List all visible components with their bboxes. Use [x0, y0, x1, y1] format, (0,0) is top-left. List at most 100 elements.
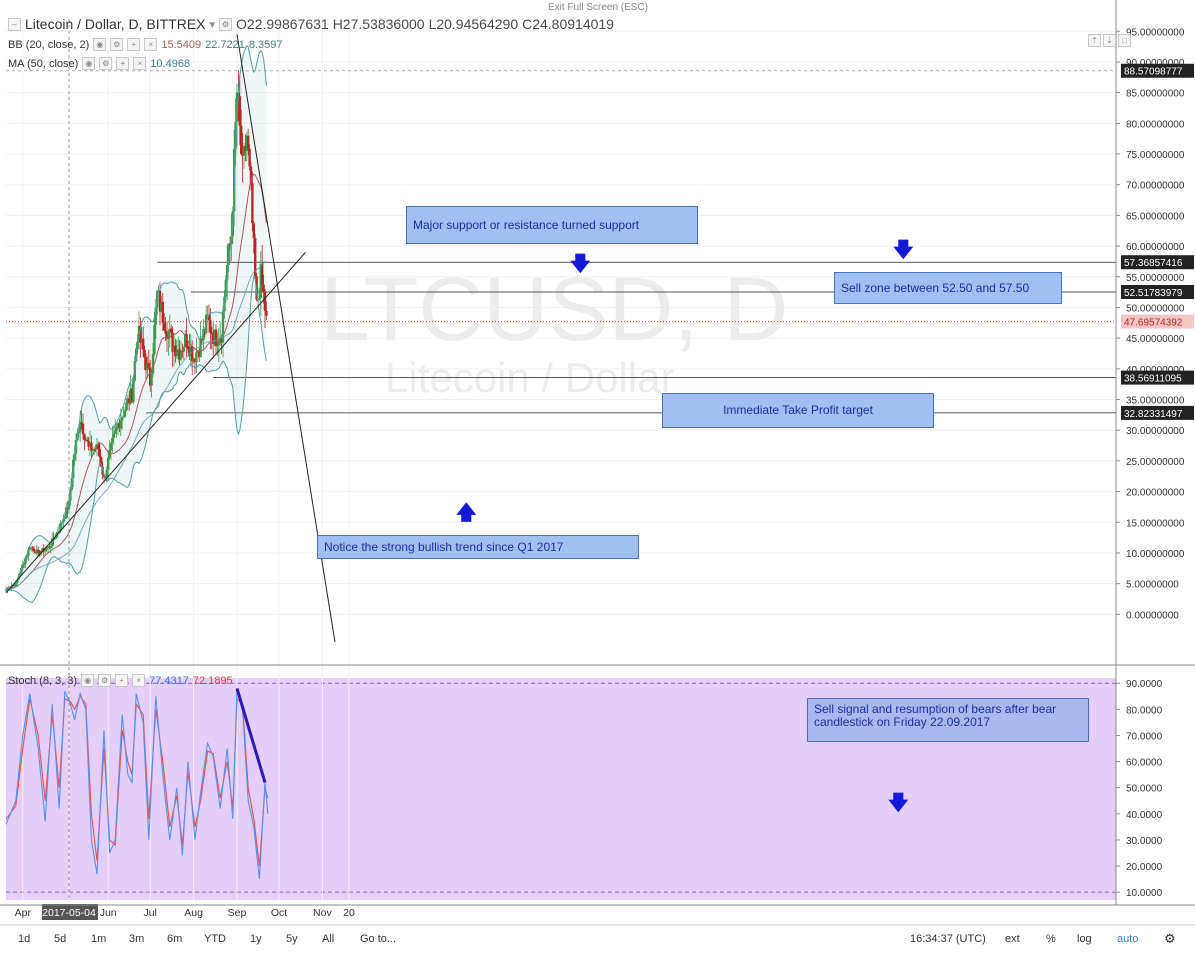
arrow-down-icon[interactable]: 🡇 [888, 792, 909, 814]
price-level-label: 52.51783979 [1124, 288, 1183, 299]
note-trend[interactable]: Notice the strong bullish trend since Q1… [317, 535, 639, 559]
range-5y[interactable]: 5y [286, 933, 298, 945]
grid [6, 19, 1116, 900]
note-take-profit[interactable]: Immediate Take Profit target [662, 393, 934, 428]
eye-icon[interactable]: ◉ [81, 674, 95, 687]
candle-body [240, 125, 243, 155]
range-ytd[interactable]: YTD [204, 933, 226, 945]
candle-body [14, 582, 17, 586]
caret-down-icon[interactable]: ▾ [209, 18, 216, 31]
arrow-down-icon[interactable]: 🡇 [570, 253, 591, 275]
candle-body [142, 338, 145, 350]
range-1m[interactable]: 1m [91, 933, 107, 945]
price-tick-label: 15.00000000 [1126, 518, 1185, 529]
time-tick-label: 20 [343, 907, 355, 919]
header-row-ma: MA (50, close) ◉ ⚙ + × 10.4968 [8, 57, 190, 70]
eye-icon[interactable]: ◉ [82, 57, 96, 70]
candle-body [235, 92, 239, 122]
price-level-label: 47.69574392 [1124, 318, 1183, 329]
moving-average-line [5, 260, 267, 591]
candle-body [198, 350, 201, 358]
candle-body [160, 301, 163, 312]
note-sell-zone[interactable]: Sell zone between 52.50 and 57.50 [834, 272, 1062, 304]
range-all[interactable]: All [322, 933, 335, 945]
candle-body [97, 444, 100, 450]
plus-icon[interactable]: + [116, 57, 130, 70]
candle-body [25, 555, 29, 558]
candle-body [73, 453, 76, 460]
range-1d[interactable]: 1d [18, 933, 31, 945]
note-sell-signal[interactable]: Sell signal and resumption of bears afte… [807, 698, 1089, 742]
candle-body [13, 585, 16, 587]
plus-icon[interactable]: + [115, 674, 129, 687]
goto-button[interactable]: Go to... [360, 933, 397, 945]
candle-body [150, 373, 153, 386]
price-tick-label: 90.00000000 [1126, 58, 1185, 69]
candle-body [88, 442, 92, 447]
candle-body [259, 263, 262, 299]
arrow-down-icon[interactable]: 🡇 [893, 239, 914, 261]
note-support[interactable]: Major support or resistance turned suppo… [406, 206, 698, 244]
log-toggle[interactable]: log [1077, 933, 1092, 945]
symbol-title[interactable]: Litecoin / Dollar, D, BITTREX [25, 16, 206, 32]
time-tick-label: Jul [143, 907, 156, 919]
candle-body [185, 334, 188, 347]
candle-body [83, 434, 86, 440]
price-tick-label: 65.00000000 [1126, 211, 1185, 222]
exit-fullscreen-button[interactable]: Exit Full Screen (ESC) [548, 2, 649, 13]
time-tick-label: 2017-05-04 [42, 907, 96, 919]
auto-toggle[interactable]: auto [1117, 933, 1139, 945]
clock-time: 16:34:37 (UTC) [910, 933, 986, 945]
candle-body [34, 551, 37, 554]
move-up-icon[interactable]: ⇡ [1088, 34, 1101, 47]
candle-body [202, 329, 205, 341]
bb-value-mid: 15.5409 [161, 38, 202, 51]
range-1y[interactable]: 1y [250, 933, 262, 945]
range-5d[interactable]: 5d [54, 933, 67, 945]
range-3m[interactable]: 3m [129, 933, 145, 945]
candle-body [16, 579, 19, 583]
settings-icon[interactable]: ⚙ [219, 17, 233, 31]
price-tick-label: 25.00000000 [1126, 457, 1185, 468]
percent-toggle[interactable]: % [1046, 933, 1056, 945]
gear-icon[interactable]: ⚙ [98, 674, 112, 687]
price-tick-label: 0.00000000 [1126, 610, 1179, 621]
plus-icon[interactable]: + [127, 38, 141, 51]
collapse-icon[interactable]: – [8, 17, 21, 31]
candle-body [193, 358, 197, 363]
price-label-bg [1121, 284, 1194, 299]
candle-body [126, 398, 129, 403]
candle-body [118, 423, 121, 429]
candle-body [45, 548, 48, 550]
candle-body [48, 546, 51, 548]
eye-icon[interactable]: ◉ [93, 38, 107, 51]
candle-body [87, 441, 90, 447]
candle-body [227, 243, 230, 265]
candle-body [181, 351, 184, 353]
gear-icon[interactable]: ⚙ [99, 57, 113, 70]
candle-body [90, 442, 93, 451]
candle-body [122, 416, 125, 418]
candle-body [192, 358, 195, 362]
candle-body [114, 430, 117, 434]
close-icon[interactable]: × [133, 57, 147, 70]
ext-toggle[interactable]: ext [1005, 933, 1020, 945]
candle-body [177, 349, 180, 353]
close-icon[interactable]: × [132, 674, 146, 687]
candle-body [226, 264, 229, 281]
arrow-up-icon[interactable]: 🡅 [456, 502, 477, 524]
move-down-icon[interactable]: ⇣ [1103, 34, 1116, 47]
settings-gear-icon[interactable]: ⚙ [1164, 931, 1176, 946]
gear-icon[interactable]: ⚙ [110, 38, 124, 51]
maximize-icon[interactable]: □ [1118, 34, 1131, 47]
candle-body [238, 96, 241, 126]
close-icon[interactable]: × [144, 38, 158, 51]
range-6m[interactable]: 6m [167, 933, 183, 945]
time-tick-label: Aug [184, 907, 203, 919]
candle-body [35, 549, 38, 554]
stoch-tick-label: 20.0000 [1126, 862, 1163, 873]
header-row-stoch: Stoch (8, 3, 3) ◉ ⚙ + × 77.4317 72.1895 [8, 674, 233, 687]
candle-body [163, 322, 166, 331]
candle-body [24, 557, 27, 564]
